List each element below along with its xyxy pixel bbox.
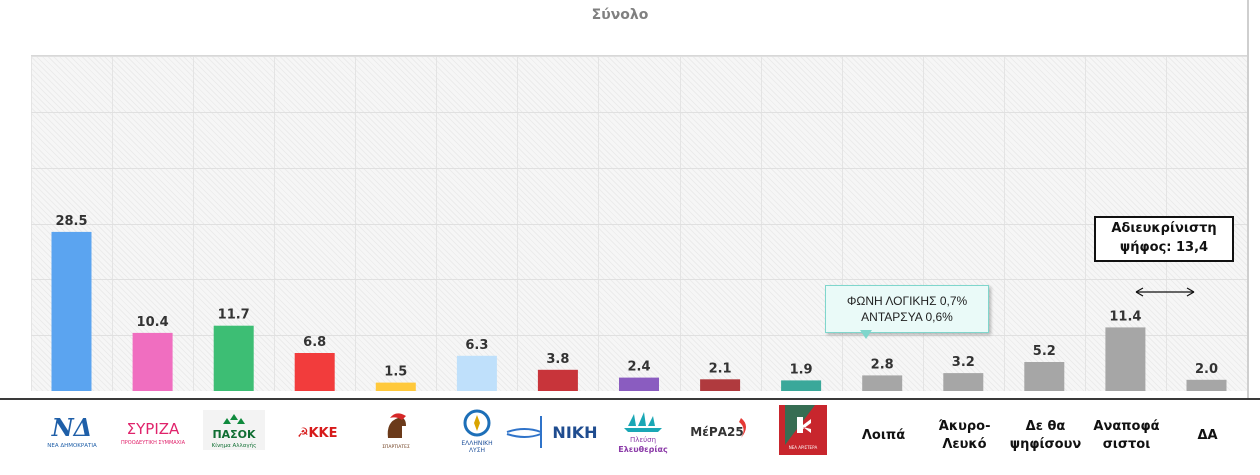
svg-text:ΠΡΟΟΔΕΥΤΙΚΗ ΣΥΜΜΑΧΙΑ: ΠΡΟΟΔΕΥΤΙΚΗ ΣΥΜΜΑΧΙΑ xyxy=(120,440,185,446)
category-label-others: Λοιπά xyxy=(861,428,906,444)
right-divider xyxy=(1247,0,1249,398)
niki-logo: ΝΙΚΗ xyxy=(505,404,605,456)
undecided-line-2: ψήφος: 13,4 xyxy=(1119,240,1209,255)
svg-text:ΜέΡΑ25: ΜέΡΑ25 xyxy=(690,425,743,439)
svg-text:ΝΙΚΗ: ΝΙΚΗ xyxy=(552,423,597,442)
callout-pointer xyxy=(860,330,872,339)
callout-line-foni-logikis: ΦΩΝΗ ΛΟΓΙΚΗΣ 0,7% xyxy=(846,293,968,308)
category-label-no-answer: ΔΑ xyxy=(1197,428,1218,444)
bar xyxy=(456,355,497,391)
nea-aristera-logo: ΝΕΑ ΑΡΙΣΤΕΡΑ xyxy=(762,404,843,456)
bar xyxy=(1024,362,1065,391)
nd-logo: ΝΔ ΝΕΑ ΔΗΜΟΚΡΑΤΙΑ xyxy=(31,404,112,456)
svg-text:ΝΔ: ΝΔ xyxy=(50,413,92,442)
bar xyxy=(294,353,335,391)
data-label: 11.7 xyxy=(218,308,250,323)
data-label: 2.1 xyxy=(709,361,732,376)
x-axis-baseline xyxy=(0,398,1260,400)
svg-text:☭: ☭ xyxy=(297,426,309,441)
svg-text:ΠΑΣΟΚ: ΠΑΣΟΚ xyxy=(212,428,256,441)
bar xyxy=(700,379,741,391)
spartiates-logo: ΣΠΑΡΤΙΑΤΕΣ xyxy=(355,404,436,456)
bar xyxy=(1186,379,1227,391)
data-label: 5.2 xyxy=(1033,344,1056,359)
svg-text:ΣΥΡΙΖΑ: ΣΥΡΙΖΑ xyxy=(126,420,179,438)
svg-text:ΚΚΕ: ΚΚΕ xyxy=(308,426,337,441)
bar xyxy=(51,231,92,391)
bar xyxy=(213,325,254,391)
category-label-invalid-blank: Άκυρο- Λευκό xyxy=(938,419,991,452)
category-label-undecided: Αναποφά σιστοι xyxy=(1093,419,1160,452)
svg-text:ΝΕΑ ΔΗΜΟΚΡΑΤΙΑ: ΝΕΑ ΔΗΜΟΚΡΑΤΙΑ xyxy=(47,443,97,449)
data-label: 2.0 xyxy=(1195,362,1218,377)
pasok-logo: ΠΑΣΟΚ Κίνημα Αλλαγής xyxy=(193,404,274,456)
plot-area: 28.5 10.4 11.7 6.8 1.5 6.3 3.8 2.4 2.1 1.9 2.8 3.2 5… xyxy=(31,55,1247,391)
plefsi-logo: Πλεύση Ελευθερίας xyxy=(608,404,678,456)
data-label: 2.4 xyxy=(627,360,650,375)
bar xyxy=(862,375,903,391)
data-label: 1.5 xyxy=(384,365,407,380)
bar xyxy=(943,373,984,391)
svg-text:Ελευθερίας: Ελευθερίας xyxy=(618,444,668,454)
data-label: 1.9 xyxy=(790,362,813,377)
double-arrow-icon xyxy=(1135,287,1195,297)
svg-text:Κίνημα Αλλαγής: Κίνημα Αλλαγής xyxy=(211,442,256,449)
mera25-logo: ΜέΡΑ25 xyxy=(681,404,762,456)
bar xyxy=(537,369,578,391)
data-label: 3.2 xyxy=(952,355,975,370)
data-label: 28.5 xyxy=(55,214,87,229)
others-breakdown-callout: ΦΩΝΗ ΛΟΓΙΚΗΣ 0,7% ΑΝΤΑΡΣΥΑ 0,6% xyxy=(825,285,989,333)
callout-line-antarsya: ΑΝΤΑΡΣΥΑ 0,6% xyxy=(861,310,953,324)
bar xyxy=(375,382,416,391)
data-label: 6.8 xyxy=(303,335,326,350)
elliniki-lysi-logo: ΕΛΛΗΝΙΚΗ ΛΥΣΗ xyxy=(436,404,517,456)
syriza-logo: ΣΥΡΙΖΑ ΠΡΟΟΔΕΥΤΙΚΗ ΣΥΜΜΑΧΙΑ xyxy=(112,404,193,456)
undecided-line-1: Αδιευκρίνιστη xyxy=(1111,221,1217,237)
svg-text:Πλεύση: Πλεύση xyxy=(630,436,656,444)
category-label-will-not-vote: Δε θα ψηφίσουν xyxy=(1009,419,1082,452)
bar xyxy=(619,377,659,391)
bar xyxy=(781,380,822,391)
data-label: 3.8 xyxy=(546,352,569,367)
bar-chart: 28.5 10.4 11.7 6.8 1.5 6.3 3.8 2.4 2.1 1.9 2.8 3.2 5… xyxy=(31,56,1247,391)
svg-text:ΕΛΛΗΝΙΚΗ: ΕΛΛΗΝΙΚΗ xyxy=(461,440,492,447)
bar xyxy=(1105,327,1146,391)
kke-logo: ☭ ΚΚΕ xyxy=(274,404,355,456)
undecided-vote-box: Αδιευκρίνιστη ψήφος: 13,4 xyxy=(1094,216,1234,262)
data-label: 10.4 xyxy=(137,315,169,330)
bar xyxy=(132,332,173,391)
data-label: 2.8 xyxy=(871,357,894,372)
chart-title: Σύνολο xyxy=(591,7,649,23)
svg-text:ΣΠΑΡΤΙΑΤΕΣ: ΣΠΑΡΤΙΑΤΕΣ xyxy=(382,444,410,450)
data-label: 11.4 xyxy=(1109,309,1141,324)
svg-text:ΛΥΣΗ: ΛΥΣΗ xyxy=(468,447,484,454)
svg-text:ΝΕΑ ΑΡΙΣΤΕΡΑ: ΝΕΑ ΑΡΙΣΤΕΡΑ xyxy=(788,445,817,450)
data-label: 6.3 xyxy=(465,338,488,353)
